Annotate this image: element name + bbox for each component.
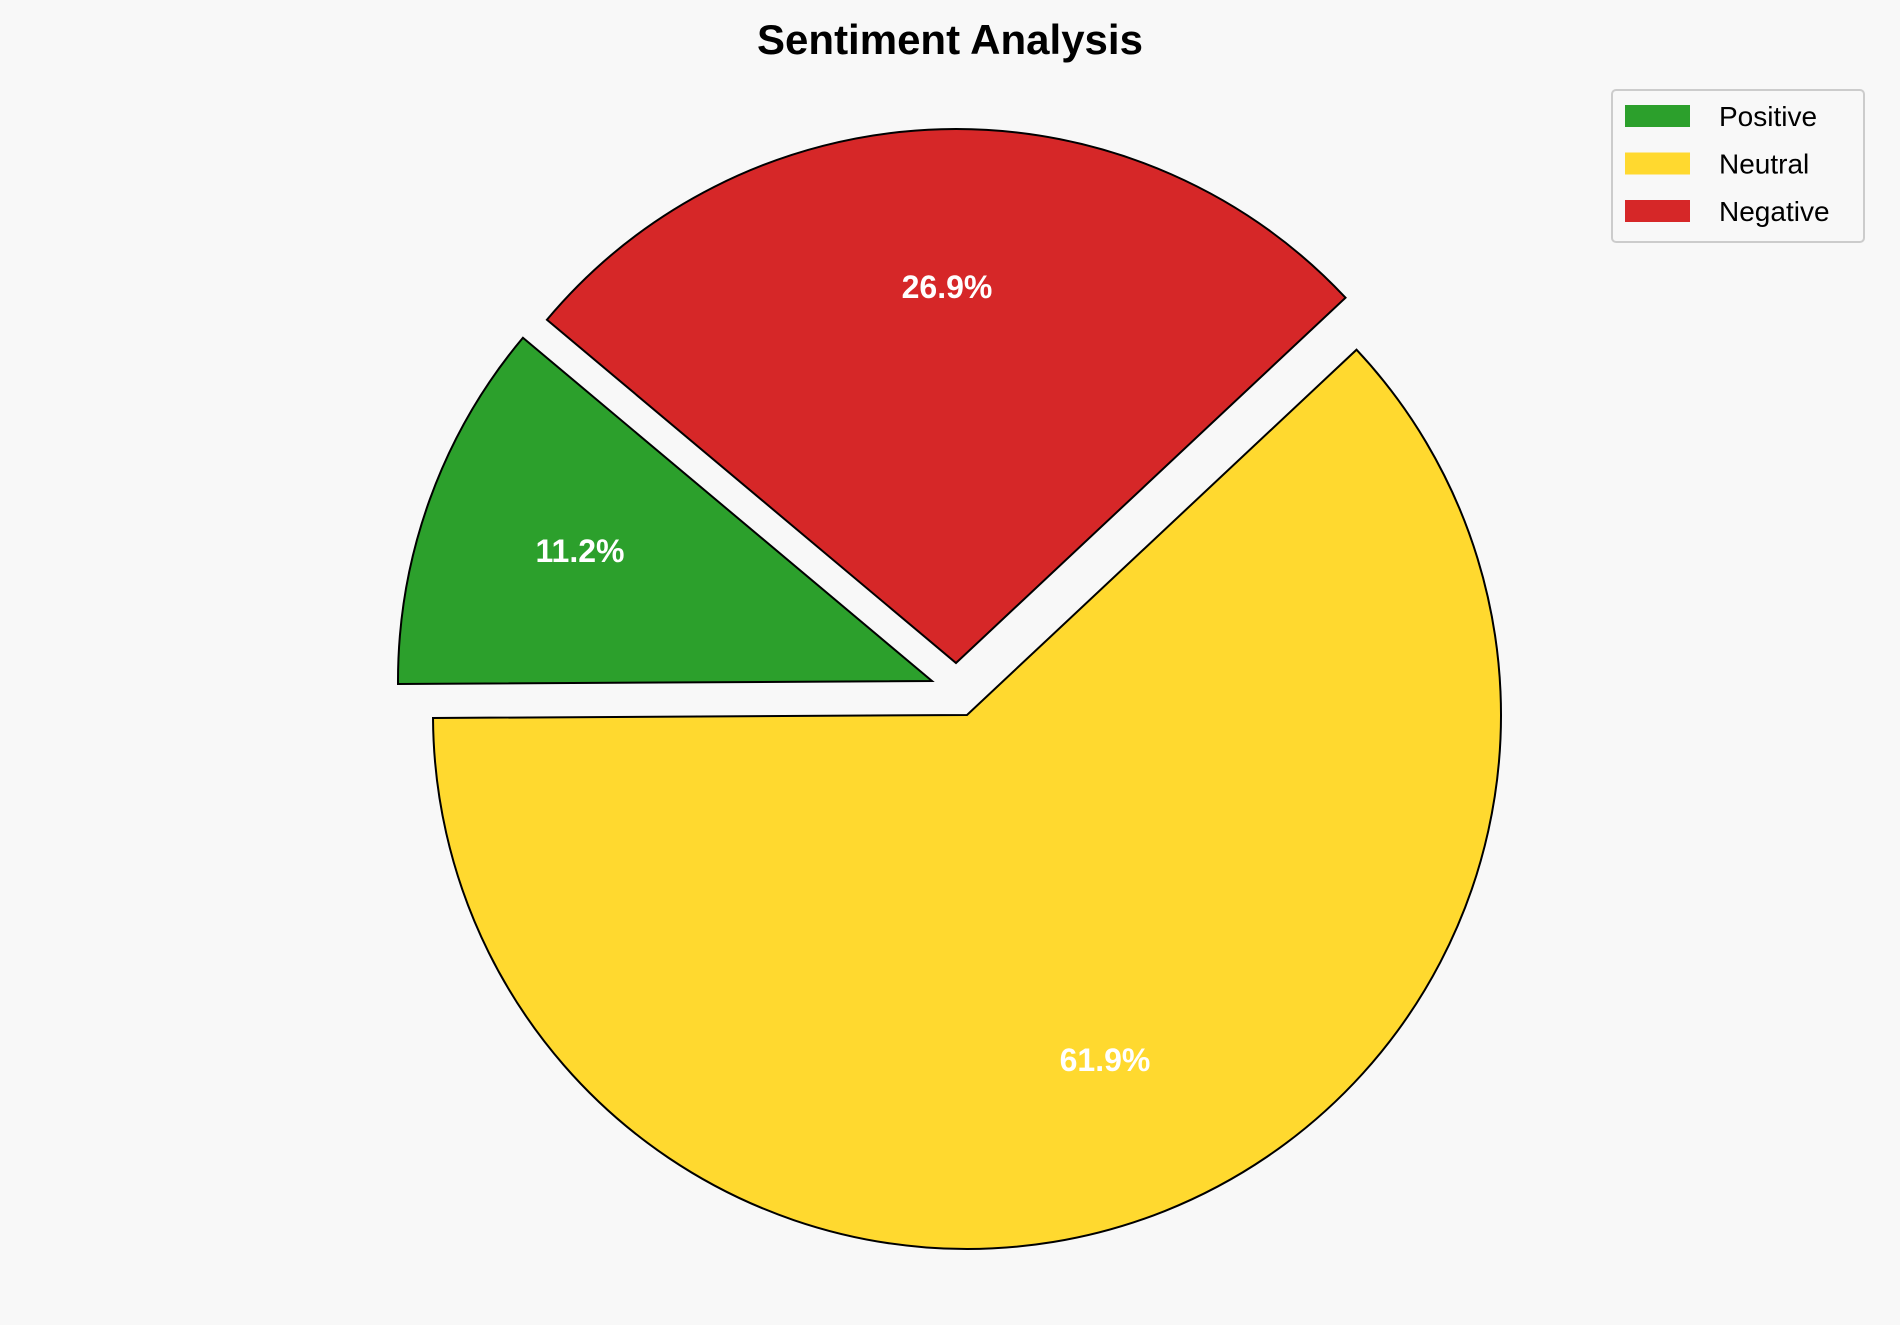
slice-label-neutral: 61.9% bbox=[1060, 1042, 1151, 1078]
pie-slice-positive bbox=[397, 336, 935, 685]
legend-label-negative: Negative bbox=[1719, 196, 1830, 227]
legend-swatch-negative bbox=[1625, 200, 1690, 222]
legend-swatch-neutral bbox=[1625, 152, 1690, 175]
legend-label-neutral: Neutral bbox=[1719, 149, 1809, 180]
slice-label-positive: 11.2% bbox=[536, 533, 625, 569]
pie-slice-neutral bbox=[432, 348, 1502, 1250]
legend-label-positive: Positive bbox=[1719, 101, 1817, 132]
chart-title: Sentiment Analysis bbox=[757, 16, 1143, 63]
legend: Positive Neutral Negative bbox=[1611, 89, 1865, 243]
pie-slice-negative bbox=[545, 128, 1347, 665]
slice-label-negative: 26.9% bbox=[902, 269, 993, 305]
legend-swatch-positive bbox=[1625, 105, 1690, 127]
